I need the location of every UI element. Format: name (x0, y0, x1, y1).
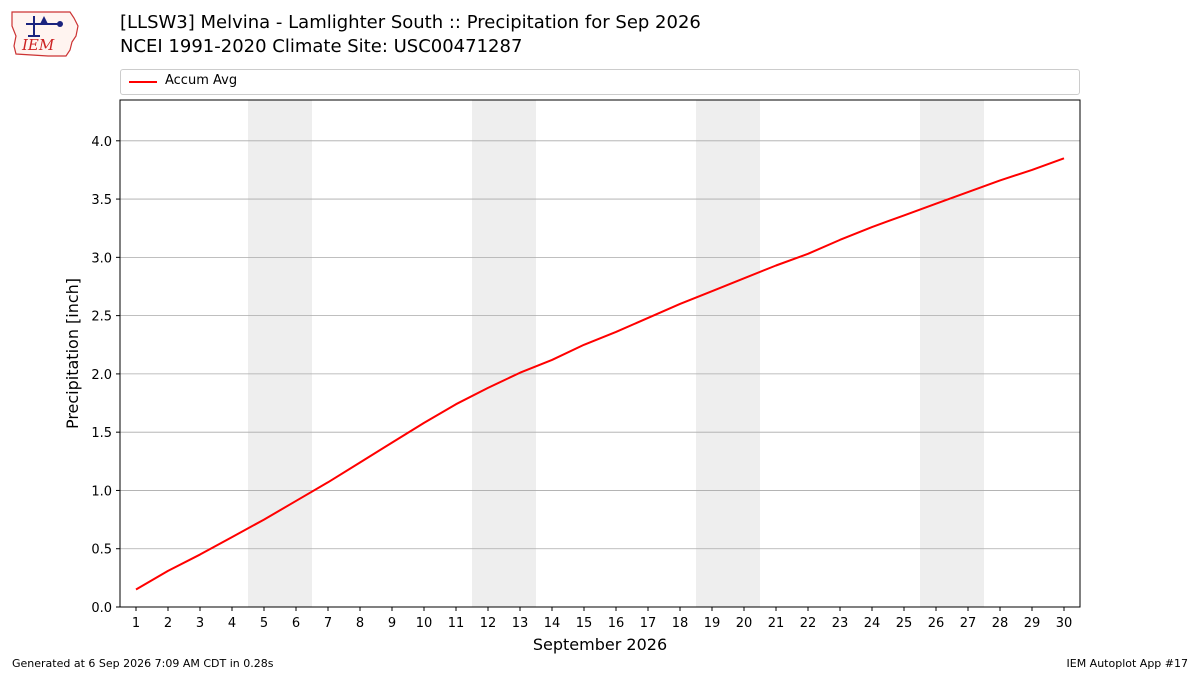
x-tick-label-15: 16 (608, 616, 625, 631)
x-tick-label-29: 30 (1056, 616, 1073, 631)
chart-legend: Accum Avg (120, 69, 1080, 95)
x-tick-label-26: 27 (960, 616, 977, 631)
footer-generated-text: Generated at 6 Sep 2026 7:09 AM CDT in 0… (12, 657, 274, 670)
x-tick-label-4: 5 (260, 616, 268, 631)
x-tick-label-14: 15 (576, 616, 593, 631)
x-tick-label-20: 21 (768, 616, 785, 631)
x-tick-label-12: 13 (512, 616, 529, 631)
x-tick-label-25: 26 (928, 616, 945, 631)
x-tick-label-28: 29 (1024, 616, 1041, 631)
footer-app-label: IEM Autoplot App #17 (1066, 657, 1189, 670)
iem-logo-graphic (11, 11, 79, 57)
x-tick-label-10: 11 (448, 616, 465, 631)
x-tick-label-19: 20 (736, 616, 753, 631)
x-tick-label-22: 23 (832, 616, 849, 631)
x-tick-label-13: 14 (544, 616, 561, 631)
x-tick-label-1: 2 (164, 616, 172, 631)
x-tick-label-3: 4 (228, 616, 236, 631)
x-tick-label-9: 10 (416, 616, 433, 631)
x-tick-label-8: 9 (388, 616, 396, 631)
x-tick-label-18: 19 (704, 616, 721, 631)
x-tick-label-2: 3 (196, 616, 204, 631)
x-tick-label-16: 17 (640, 616, 657, 631)
x-tick-label-24: 25 (896, 616, 913, 631)
x-tick-label-5: 6 (292, 616, 300, 631)
x-axis-label: September 2026 (533, 635, 667, 654)
iem-logo-text: IEM (22, 36, 55, 54)
weekend-band-3 (920, 100, 984, 607)
x-tick-label-21: 22 (800, 616, 817, 631)
series-line-accum-avg (135, 157, 1065, 591)
x-tick-label-6: 7 (324, 616, 332, 631)
x-tick-label-7: 8 (356, 616, 364, 631)
y-tick-label-1: 0.5 (91, 543, 112, 558)
y-tick-label-7: 3.5 (91, 193, 112, 208)
x-tick-label-11: 12 (480, 616, 497, 631)
y-tick-label-2: 1.0 (91, 484, 112, 499)
y-tick-label-3: 1.5 (91, 426, 112, 441)
y-tick-label-5: 2.5 (91, 310, 112, 325)
y-tick-label-6: 3.0 (91, 251, 112, 266)
y-tick-label-4: 2.0 (91, 368, 112, 383)
x-tick-label-0: 1 (132, 616, 140, 631)
y-axis-label: Precipitation [inch] (63, 278, 82, 429)
legend-label-accum-avg: Accum Avg (165, 73, 238, 88)
chart-subtitle: NCEI 1991-2020 Climate Site: USC00471287 (120, 36, 523, 57)
x-tick-label-17: 18 (672, 616, 689, 631)
plot-frame (119, 99, 1081, 608)
x-tick-label-23: 24 (864, 616, 881, 631)
weekend-band-2 (696, 100, 760, 607)
y-tick-label-0: 0.0 (91, 601, 112, 616)
x-tick-label-27: 28 (992, 616, 1009, 631)
chart-title: [LLSW3] Melvina - Lamlighter South :: Pr… (120, 12, 701, 33)
weekend-band-0 (248, 100, 312, 607)
iem-logo: IEM (8, 6, 82, 60)
weekend-band-1 (472, 100, 536, 607)
legend-swatch-accum-avg (129, 81, 157, 83)
y-tick-label-8: 4.0 (91, 135, 112, 150)
